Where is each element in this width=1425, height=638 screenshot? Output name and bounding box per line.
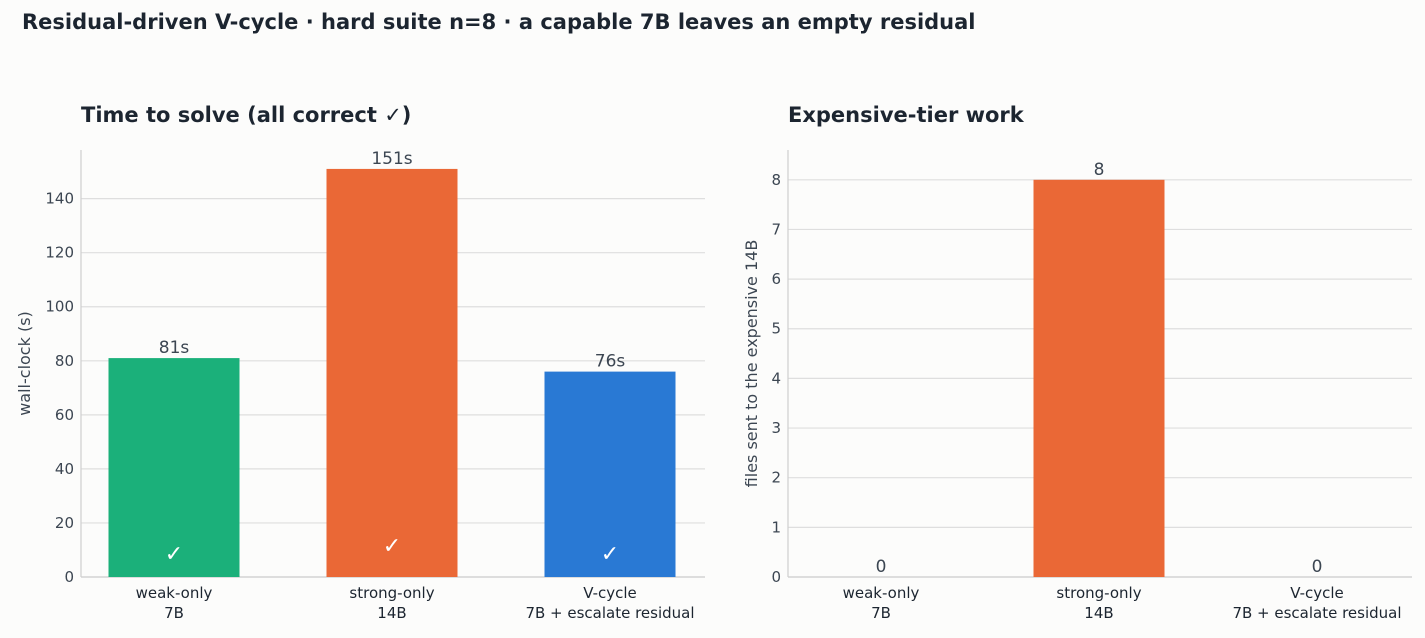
x-tick-sublabel: 7B + escalate residual xyxy=(525,604,694,622)
y-tick-label: 0 xyxy=(771,568,781,586)
y-tick-label: 20 xyxy=(55,514,74,532)
y-tick-label: 1 xyxy=(771,518,781,536)
data-label: 151s xyxy=(371,149,412,169)
y-tick-label: 3 xyxy=(771,419,781,437)
y-axis-label: wall-clock (s) xyxy=(15,311,34,416)
bar xyxy=(108,358,240,577)
x-tick-sublabel: 14B xyxy=(1084,604,1113,622)
y-tick-label: 40 xyxy=(55,460,74,478)
y-tick-label: 5 xyxy=(771,320,781,338)
x-tick-label: weak-only xyxy=(136,584,213,602)
y-tick-label: 80 xyxy=(55,352,74,370)
x-tick-sublabel: 14B xyxy=(377,604,406,622)
check-mark-icon: ✓ xyxy=(601,542,619,567)
check-mark-icon: ✓ xyxy=(383,534,401,559)
panel-title: Expensive-tier work xyxy=(788,103,1025,127)
y-tick-label: 60 xyxy=(55,406,74,424)
y-tick-label: 7 xyxy=(771,220,781,238)
bar xyxy=(544,371,676,577)
y-axis-label: files sent to the expensive 14B xyxy=(742,240,761,488)
x-tick-sublabel: 7B xyxy=(871,604,891,622)
y-tick-label: 8 xyxy=(771,171,781,189)
x-tick-label: V-cycle xyxy=(1290,584,1344,602)
y-tick-label: 140 xyxy=(45,190,74,208)
chart-panel-1: Time to solve (all correct ✓) 0 20 40 60 80 10… xyxy=(15,103,705,622)
x-tick-sublabel: 7B xyxy=(164,604,184,622)
bar xyxy=(1033,179,1165,577)
x-tick-label: V-cycle xyxy=(583,584,637,602)
chart-panel-2: Expensive-tier work 0 1 2 3 4 5 6 7 8 files sent t… xyxy=(742,103,1412,622)
y-tick-label: 2 xyxy=(771,469,781,487)
data-label: 8 xyxy=(1094,160,1105,180)
data-label: 0 xyxy=(876,557,887,577)
x-tick-sublabel: 7B + escalate residual xyxy=(1232,604,1401,622)
x-tick-label: strong-only xyxy=(349,584,434,602)
y-tick-label: 100 xyxy=(45,298,74,316)
x-tick-label: strong-only xyxy=(1056,584,1141,602)
x-tick-label: weak-only xyxy=(843,584,920,602)
panel-title: Time to solve (all correct ✓) xyxy=(81,103,411,127)
y-tick-label: 0 xyxy=(64,568,74,586)
data-label: 0 xyxy=(1312,557,1323,577)
y-tick-label: 4 xyxy=(771,369,781,387)
figure-title: Residual-driven V-cycle · hard suite n=8… xyxy=(22,10,976,34)
y-tick-label: 6 xyxy=(771,270,781,288)
bar xyxy=(326,168,458,577)
data-label: 76s xyxy=(595,352,626,372)
y-tick-label: 120 xyxy=(45,244,74,262)
check-mark-icon: ✓ xyxy=(165,542,183,567)
data-label: 81s xyxy=(159,338,190,358)
